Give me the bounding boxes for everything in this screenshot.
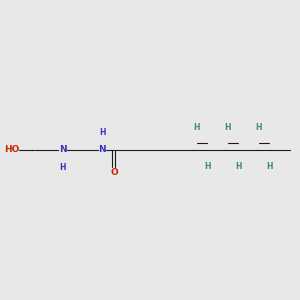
Text: H: H xyxy=(224,123,230,132)
Text: H: H xyxy=(255,123,261,132)
Text: H: H xyxy=(59,163,66,172)
Text: N: N xyxy=(59,146,66,154)
Text: H: H xyxy=(205,162,211,171)
Text: H: H xyxy=(193,123,200,132)
Text: O: O xyxy=(111,168,119,177)
Text: H: H xyxy=(236,162,242,171)
Text: N: N xyxy=(98,146,106,154)
Text: H: H xyxy=(266,162,273,171)
Text: H: H xyxy=(99,128,105,137)
Text: HO: HO xyxy=(4,146,20,154)
